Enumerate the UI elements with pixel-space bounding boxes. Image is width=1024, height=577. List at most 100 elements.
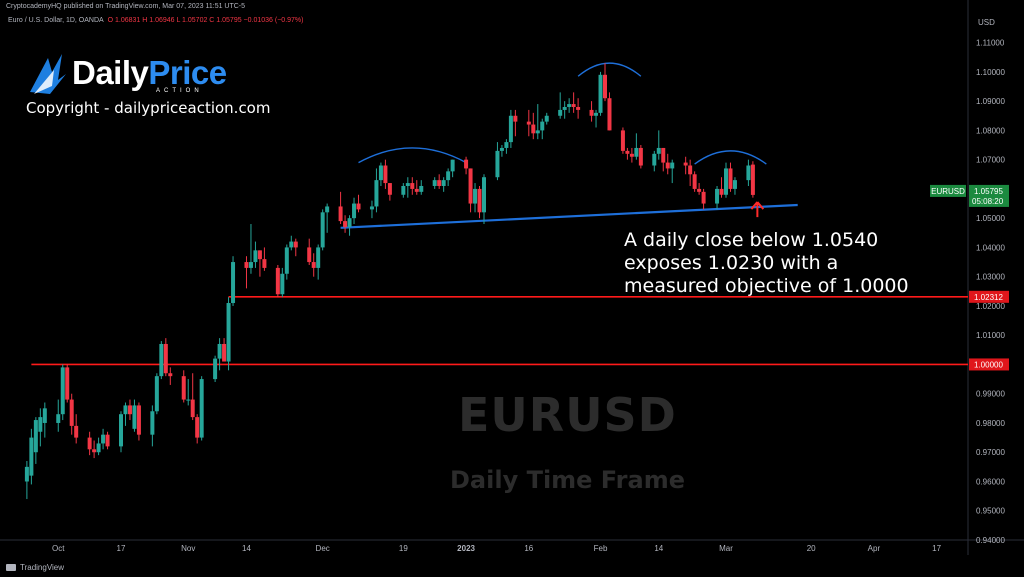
candle-body xyxy=(401,185,406,195)
candle-body xyxy=(248,262,253,268)
candle-body xyxy=(656,147,661,154)
level-price-tag xyxy=(969,358,1009,371)
candle-body xyxy=(419,185,424,192)
candle-body xyxy=(307,247,312,263)
candle-body xyxy=(56,414,61,423)
candle-body xyxy=(105,434,110,447)
candle-body xyxy=(468,168,473,204)
pattern-arc xyxy=(358,147,467,164)
candle-body xyxy=(42,408,47,423)
candle-body xyxy=(719,188,724,195)
level-price-value: 1.02312 xyxy=(974,293,1003,302)
x-tick-label: 2023 xyxy=(457,544,475,553)
candle-body xyxy=(320,212,325,248)
candle-body xyxy=(629,153,634,157)
symbol-info: Euro / U.S. Dollar, 1D, OANDA O 1.06831 … xyxy=(8,17,304,24)
candle-body xyxy=(65,367,70,400)
copyright-text: Copyright - dailypriceaction.com xyxy=(26,99,271,117)
candle-body xyxy=(432,180,437,186)
candle-body xyxy=(132,405,137,429)
candle-body xyxy=(513,115,518,122)
candle-body xyxy=(356,203,361,210)
candle-body xyxy=(127,405,132,415)
y-tick-label: 1.02000 xyxy=(976,302,1005,311)
y-tick-label: 1.04000 xyxy=(976,243,1005,252)
y-tick-label: 0.96000 xyxy=(976,477,1005,486)
candle-body xyxy=(638,147,643,166)
x-tick-label: Oct xyxy=(52,544,65,553)
y-tick-label: 0.95000 xyxy=(976,507,1005,516)
candle-body xyxy=(186,399,191,401)
candle-body xyxy=(495,150,500,178)
brand-logo: DailyPrice ACTION xyxy=(28,50,228,100)
candle-body xyxy=(168,373,173,377)
candle-body xyxy=(508,115,513,143)
annotation-line-3: measured objective of 1.0000 xyxy=(624,275,909,297)
candle-body xyxy=(231,262,236,304)
candle-body xyxy=(732,180,737,189)
tradingview-footer: TradingView xyxy=(6,563,64,572)
level-price-value: 1.00000 xyxy=(974,360,1003,369)
candle-body xyxy=(217,343,222,359)
candle-body xyxy=(746,165,751,181)
x-tick-label: Feb xyxy=(594,544,608,553)
x-tick-label: 14 xyxy=(654,544,663,553)
candle-body xyxy=(414,188,419,192)
axis-currency: USD xyxy=(978,18,995,27)
candle-body xyxy=(450,159,455,172)
annotation-text: A daily close below 1.0540 exposes 1.023… xyxy=(624,229,909,298)
candle-body xyxy=(477,188,482,213)
candle-body xyxy=(33,420,38,453)
candle-body xyxy=(150,411,155,435)
x-tick-label: 20 xyxy=(807,544,816,553)
candle-body xyxy=(535,130,540,134)
candle-body xyxy=(289,241,294,248)
candle-body xyxy=(280,273,285,295)
candle-body xyxy=(199,379,204,438)
candle-body xyxy=(38,417,43,432)
pattern-arc xyxy=(577,62,642,77)
candle-body xyxy=(244,262,249,268)
candle-body xyxy=(257,250,262,260)
up-arrow-marker-icon xyxy=(750,201,765,218)
ohlc-values: O 1.06831 H 1.06946 L 1.05702 C 1.05795 … xyxy=(107,17,304,24)
logo-subtitle: ACTION xyxy=(156,88,203,94)
tradingview-logo-icon xyxy=(6,564,16,571)
watermark-symbol: EURUSD xyxy=(458,388,677,442)
candle-body xyxy=(101,434,106,444)
y-tick-label: 0.99000 xyxy=(976,390,1005,399)
candle-body xyxy=(136,405,141,435)
candle-body xyxy=(562,106,567,110)
candle-body xyxy=(123,405,128,415)
y-tick-label: 0.94000 xyxy=(976,536,1005,545)
bull-logo-icon xyxy=(30,54,66,94)
candle-body xyxy=(119,414,123,447)
candle-body xyxy=(589,109,594,116)
x-tick-label: 16 xyxy=(524,544,533,553)
candle-body xyxy=(540,121,545,131)
y-tick-label: 0.97000 xyxy=(976,448,1005,457)
candle-body xyxy=(343,221,348,227)
candle-body xyxy=(665,162,670,169)
candle-body xyxy=(446,171,451,181)
candle-body xyxy=(499,147,504,151)
candle-body xyxy=(531,124,536,134)
candle-body xyxy=(29,437,34,476)
candle-body xyxy=(598,74,603,113)
y-tick-label: 1.01000 xyxy=(976,331,1005,340)
candle-body xyxy=(92,449,97,453)
x-tick-label: 17 xyxy=(117,544,126,553)
candle-body xyxy=(338,206,343,222)
candle-body xyxy=(284,247,289,274)
annotation-line-1: A daily close below 1.0540 xyxy=(624,229,879,251)
candle-body xyxy=(24,466,29,482)
candle-body xyxy=(410,183,415,189)
y-tick-label: 1.10000 xyxy=(976,68,1005,77)
x-tick-label: Apr xyxy=(868,544,881,553)
x-tick-label: 14 xyxy=(242,544,251,553)
candle-body xyxy=(69,399,74,426)
x-tick-label: Nov xyxy=(181,544,195,553)
published-caption: CryptocademyHQ published on TradingView.… xyxy=(6,3,246,10)
symbol-name: Euro / U.S. Dollar, 1D, OANDA xyxy=(8,17,104,24)
